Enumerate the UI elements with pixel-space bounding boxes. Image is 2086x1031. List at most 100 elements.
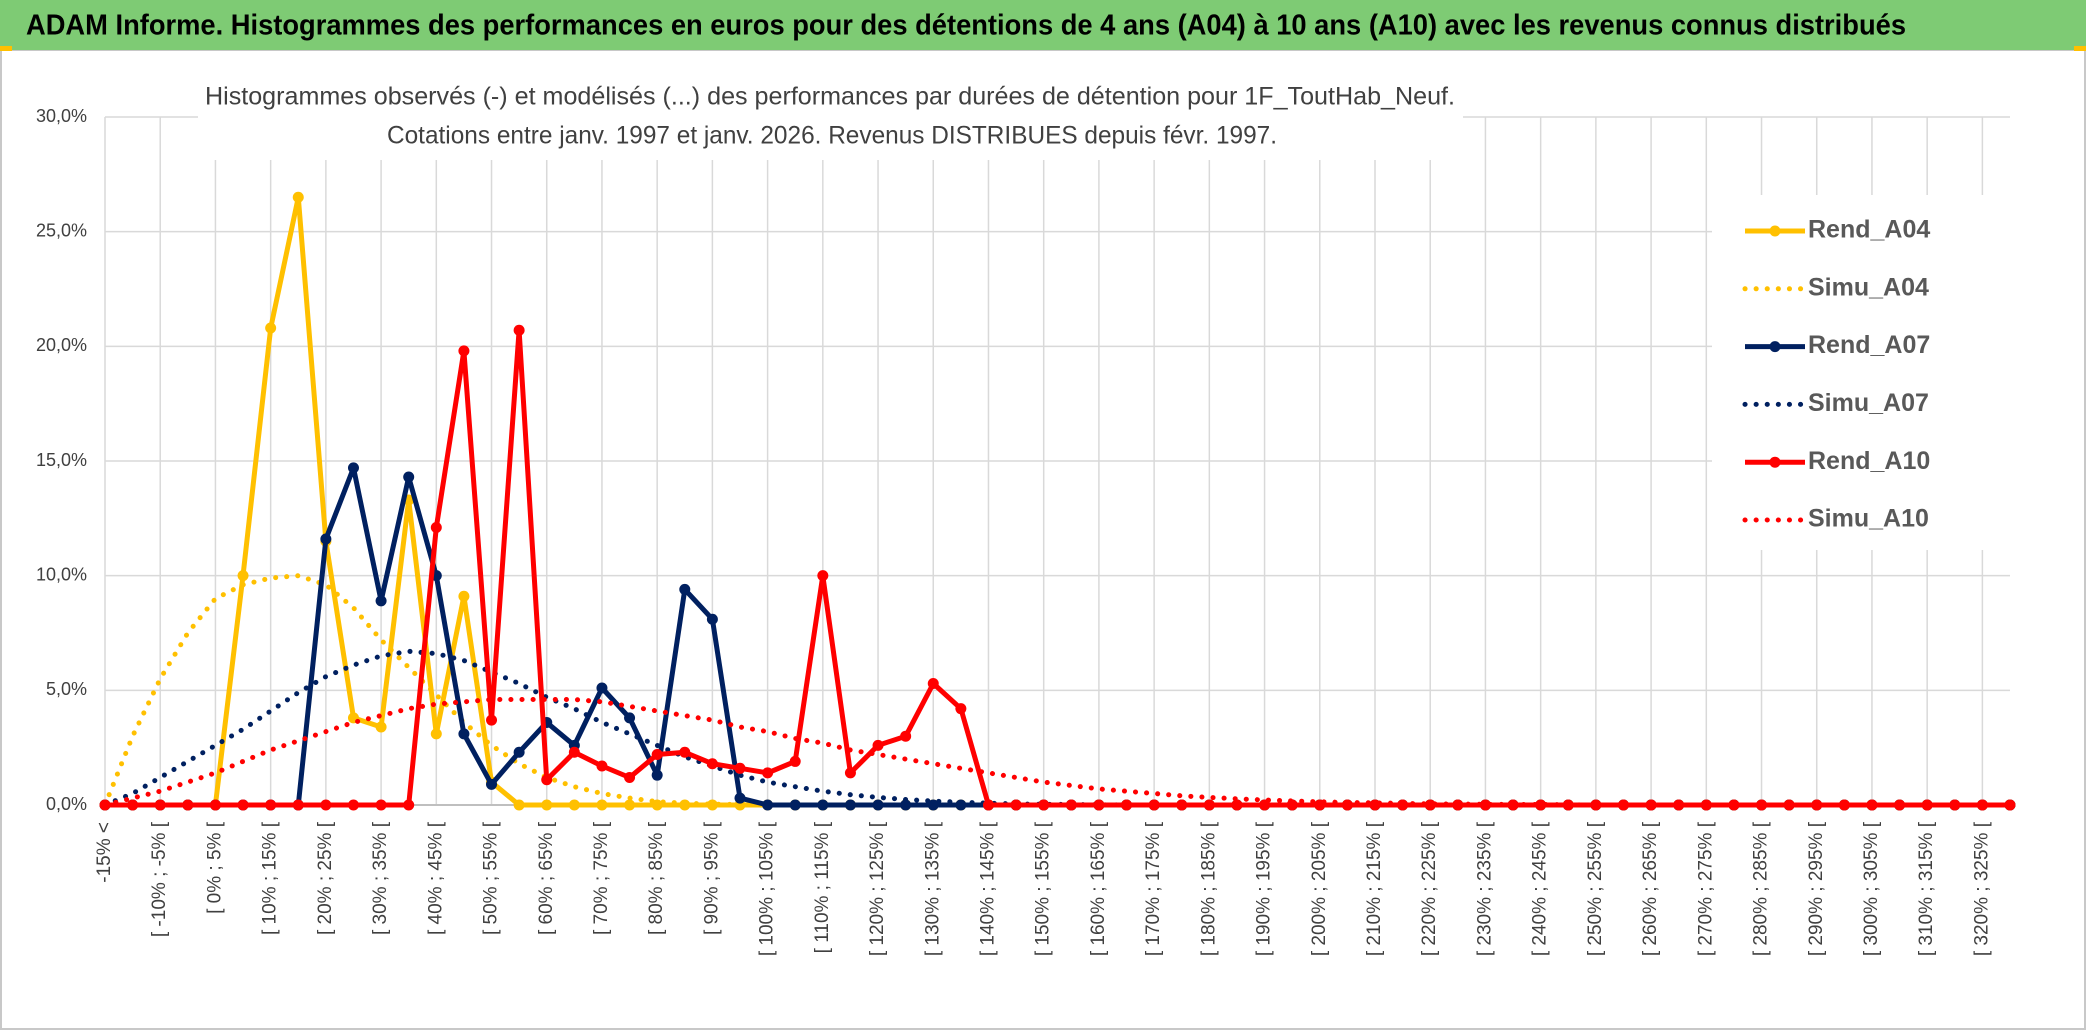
point [265, 799, 277, 811]
point [706, 613, 718, 625]
x-tick-label: [ 180% ; 185% [ [1198, 821, 1219, 956]
x-tick-label: [ 100% ; 105% [ [757, 821, 778, 956]
subtitle-box [198, 78, 1463, 160]
x-tick-label: [ 250% ; 255% [ [1585, 821, 1606, 956]
point [844, 799, 856, 811]
point [624, 712, 636, 724]
x-tick-label: [ 270% ; 275% [ [1695, 821, 1716, 956]
subtitle: Histogrammes observés (-) et modélisés (… [205, 83, 1455, 111]
point [789, 755, 801, 767]
legend: Rend_A04 Simu_A04 Rend_A07 Simu_A07 Rend_A10… [1712, 195, 2010, 550]
point [182, 799, 194, 811]
point [513, 746, 525, 758]
x-tick-label: [ 20% ; 25% [ [315, 821, 336, 935]
plot [99, 191, 2016, 811]
point [375, 595, 387, 607]
point [900, 799, 912, 811]
chart-title: ADAM Informe. Histogrammes des performan… [26, 10, 1906, 42]
x-tick-label: [ 170% ; 175% [ [1143, 821, 1164, 956]
point [568, 746, 580, 758]
point [872, 799, 884, 811]
point [209, 799, 221, 811]
y-tick-label: 20,0% [36, 335, 87, 355]
x-tick-label: [ 220% ; 225% [ [1419, 821, 1440, 956]
x-tick-label: [ 140% ; 145% [ [977, 821, 998, 956]
corner [2074, 46, 2086, 51]
point [1121, 799, 1133, 811]
point [872, 739, 884, 751]
point [154, 799, 166, 811]
y-tick-label: 15,0% [36, 450, 87, 470]
point [1590, 799, 1602, 811]
x-tick-label: [ 300% ; 305% [ [1861, 821, 1882, 956]
point [706, 799, 718, 811]
point [1424, 799, 1436, 811]
legend-label: Simu_A04 [1808, 273, 1929, 301]
x-tick-label: [ 40% ; 45% [ [425, 821, 446, 935]
x-tick-label: [ -10% ; -5% [ [149, 821, 170, 937]
point [927, 799, 939, 811]
x-tick-label: [ 160% ; 165% [ [1088, 821, 1109, 956]
point [651, 749, 663, 761]
x-tick-label: [ 120% ; 125% [ [867, 821, 888, 956]
point [1203, 799, 1215, 811]
point [817, 799, 829, 811]
point [568, 799, 580, 811]
x-tick-label: [ 320% ; 325% [ [1971, 821, 1992, 956]
point [375, 799, 387, 811]
point [513, 324, 525, 336]
point [2004, 799, 2016, 811]
y-tick-label: 5,0% [46, 679, 87, 699]
point [651, 799, 663, 811]
x-tick-label: [ 260% ; 265% [ [1640, 821, 1661, 956]
point [1176, 799, 1188, 811]
point [1535, 799, 1547, 811]
point [596, 682, 608, 694]
point [1093, 799, 1105, 811]
corner [0, 46, 12, 51]
point [347, 799, 359, 811]
y-tick-label: 30,0% [36, 106, 87, 126]
x-tick-label: [ 290% ; 295% [ [1806, 821, 1827, 956]
x-tick-label: [ 210% ; 215% [ [1364, 821, 1385, 956]
x-tick-label: [ 130% ; 135% [ [922, 821, 943, 956]
x-tick-label: [ 50% ; 55% [ [481, 821, 502, 935]
subtitle: Cotations entre janv. 1997 et janv. 2026… [387, 122, 1277, 150]
legend-label: Simu_A10 [1808, 505, 1929, 533]
x-tick-label: [ 150% ; 155% [ [1033, 821, 1054, 956]
point [1700, 799, 1712, 811]
point [292, 191, 304, 203]
point [927, 677, 939, 689]
x-tick-label: [ 10% ; 15% [ [260, 821, 281, 935]
point [458, 590, 470, 602]
point [320, 799, 332, 811]
point [1756, 799, 1768, 811]
point [1148, 799, 1160, 811]
point [1921, 799, 1933, 811]
point [734, 762, 746, 774]
legend-marker [1769, 456, 1781, 468]
point [347, 462, 359, 474]
legend-marker [1769, 225, 1781, 237]
x-tick-label: [ 80% ; 85% [ [646, 821, 667, 935]
point [1479, 799, 1491, 811]
legend-box [1712, 195, 2010, 550]
point [596, 799, 608, 811]
point [734, 792, 746, 804]
x-tick-label: -15% < [94, 822, 115, 883]
point [486, 714, 498, 726]
x-tick-label: [ 200% ; 205% [ [1309, 821, 1330, 956]
point [541, 774, 553, 786]
point [651, 769, 663, 781]
point [430, 728, 442, 740]
x-tick-label: [ 310% ; 315% [ [1916, 821, 1937, 956]
point [458, 345, 470, 357]
x-tick-label: [ 280% ; 285% [ [1751, 821, 1772, 956]
point [1866, 799, 1878, 811]
point [1645, 799, 1657, 811]
x-tick-label: [ 70% ; 75% [ [591, 821, 612, 935]
y-tick-label: 10,0% [36, 564, 87, 584]
legend-label: Rend_A10 [1808, 447, 1930, 475]
point [762, 767, 774, 779]
